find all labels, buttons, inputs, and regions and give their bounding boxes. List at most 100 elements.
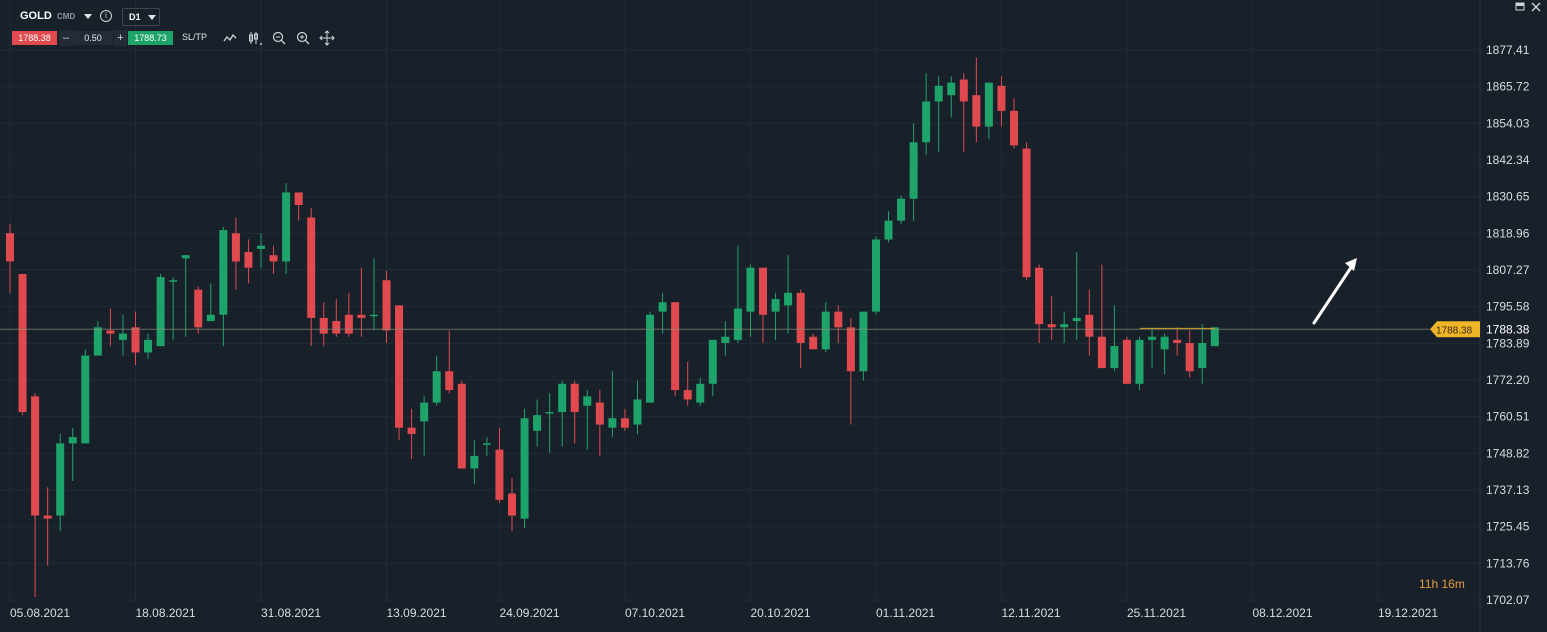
y-tick-label: 1795.58 (1486, 300, 1530, 314)
bear-candle (344, 314, 353, 334)
x-tick-label: 13.09.2021 (387, 606, 447, 620)
x-tick-label: 18.08.2021 (136, 606, 196, 620)
x-tick-label: 08.12.2021 (1252, 606, 1312, 620)
bear-candle (1035, 267, 1044, 325)
bull-candle (984, 82, 993, 127)
bull-candle (533, 415, 542, 431)
y-tick-label: 1830.65 (1486, 190, 1530, 204)
bull-candle (771, 299, 780, 312)
x-tick-label: 05.08.2021 (10, 606, 70, 620)
bear-candle (307, 217, 316, 318)
zoom-out-icon[interactable] (271, 30, 287, 46)
current-price-label: 1788.38 (1486, 322, 1530, 336)
symbol-type-label: CMD (57, 12, 76, 21)
bull-candle (181, 255, 190, 259)
line-chart-icon[interactable] (222, 30, 238, 46)
bull-candle (545, 412, 554, 414)
bear-candle (382, 280, 391, 331)
move-icon[interactable] (319, 30, 335, 46)
y-tick-label: 1807.27 (1486, 263, 1530, 277)
bear-candle (834, 311, 843, 328)
volume-input[interactable]: 0.50 (73, 31, 113, 45)
bull-candle (144, 339, 153, 353)
bear-candle (796, 292, 805, 344)
bull-candle (733, 308, 742, 340)
y-tick-label: 1842.34 (1486, 153, 1530, 167)
bull-candle (81, 355, 90, 444)
bear-candle (1122, 339, 1131, 384)
candle-type-icon[interactable] (247, 30, 263, 46)
bull-candle (257, 245, 265, 249)
bull-candle (169, 280, 178, 282)
sell-price-button[interactable]: 1788.38 (12, 31, 57, 45)
trend-arrow (1312, 261, 1356, 325)
zoom-in-icon[interactable] (295, 30, 311, 46)
bull-candle (821, 311, 830, 350)
info-icon[interactable]: i (100, 10, 112, 22)
arrow-head-icon (1345, 258, 1357, 271)
bull-candle (558, 383, 567, 413)
volume-decrease-button[interactable]: – (59, 30, 73, 46)
y-tick-label: 1854.03 (1486, 116, 1530, 130)
bear-candle (759, 267, 767, 315)
date-axis: 05.08.2021 18.08.2021 31.08.2021 13.09.2021… (10, 606, 1438, 620)
minimize-icon[interactable] (1515, 2, 1525, 12)
bear-candle (332, 321, 341, 334)
buy-price-button[interactable]: 1788.73 (128, 31, 173, 45)
bear-candle (6, 233, 14, 262)
x-tick-label: 12.11.2021 (1001, 606, 1060, 620)
bull-candle (1148, 336, 1157, 340)
bull-candle (646, 314, 655, 403)
bull-candle (658, 302, 667, 312)
timeframe-select[interactable]: D1 (122, 8, 160, 26)
bull-candle (1072, 317, 1081, 322)
bear-candle (1085, 314, 1094, 337)
symbol-label[interactable]: GOLD (20, 10, 52, 22)
y-tick-label: 1702.07 (1486, 593, 1530, 607)
price-tag-label: 1788.38 (1436, 325, 1473, 336)
bear-candle (1173, 339, 1182, 344)
bull-candle (1198, 343, 1207, 369)
bull-candle (219, 230, 228, 315)
y-tick-label: 1783.89 (1486, 336, 1530, 350)
x-tick-label: 25.11.2021 (1127, 606, 1186, 620)
bear-candle (244, 252, 253, 268)
bear-candle (508, 493, 516, 516)
bull-candle (909, 142, 918, 199)
bear-candle (131, 327, 140, 353)
x-tick-label: 19.12.2021 (1378, 606, 1438, 620)
volume-increase-button[interactable]: + (114, 30, 127, 46)
close-icon[interactable] (1531, 2, 1541, 12)
bull-candle (583, 396, 592, 406)
bear-candle (809, 336, 818, 350)
bear-candle (495, 449, 504, 500)
bull-candle (696, 383, 705, 403)
bear-candle (595, 402, 604, 425)
bull-candle (708, 339, 717, 384)
bear-candle (1097, 336, 1106, 369)
x-tick-label: 24.09.2021 (499, 606, 559, 620)
bull-candle (934, 85, 943, 102)
bear-candle (31, 396, 40, 516)
bear-candle (357, 314, 366, 318)
sltp-button[interactable]: SL/TP (182, 32, 208, 42)
bull-candle (884, 220, 893, 240)
bull-candle (947, 82, 956, 96)
bull-candle (746, 267, 755, 312)
bull-candle (721, 336, 730, 344)
bull-candle (859, 311, 868, 372)
y-tick-label: 1818.96 (1486, 226, 1530, 240)
bull-candle (68, 437, 77, 444)
bear-candle (43, 515, 52, 519)
timeframe-label: D1 (129, 12, 141, 22)
symbol-dropdown-icon[interactable] (84, 14, 92, 19)
bear-candle (620, 418, 629, 428)
bull-candle (420, 402, 429, 422)
bear-candle (457, 383, 466, 469)
bull-candle (922, 101, 931, 143)
bear-candle (407, 427, 416, 434)
bear-candle (671, 302, 680, 391)
y-tick-label: 1737.13 (1486, 483, 1530, 497)
bull-candle (482, 443, 491, 445)
